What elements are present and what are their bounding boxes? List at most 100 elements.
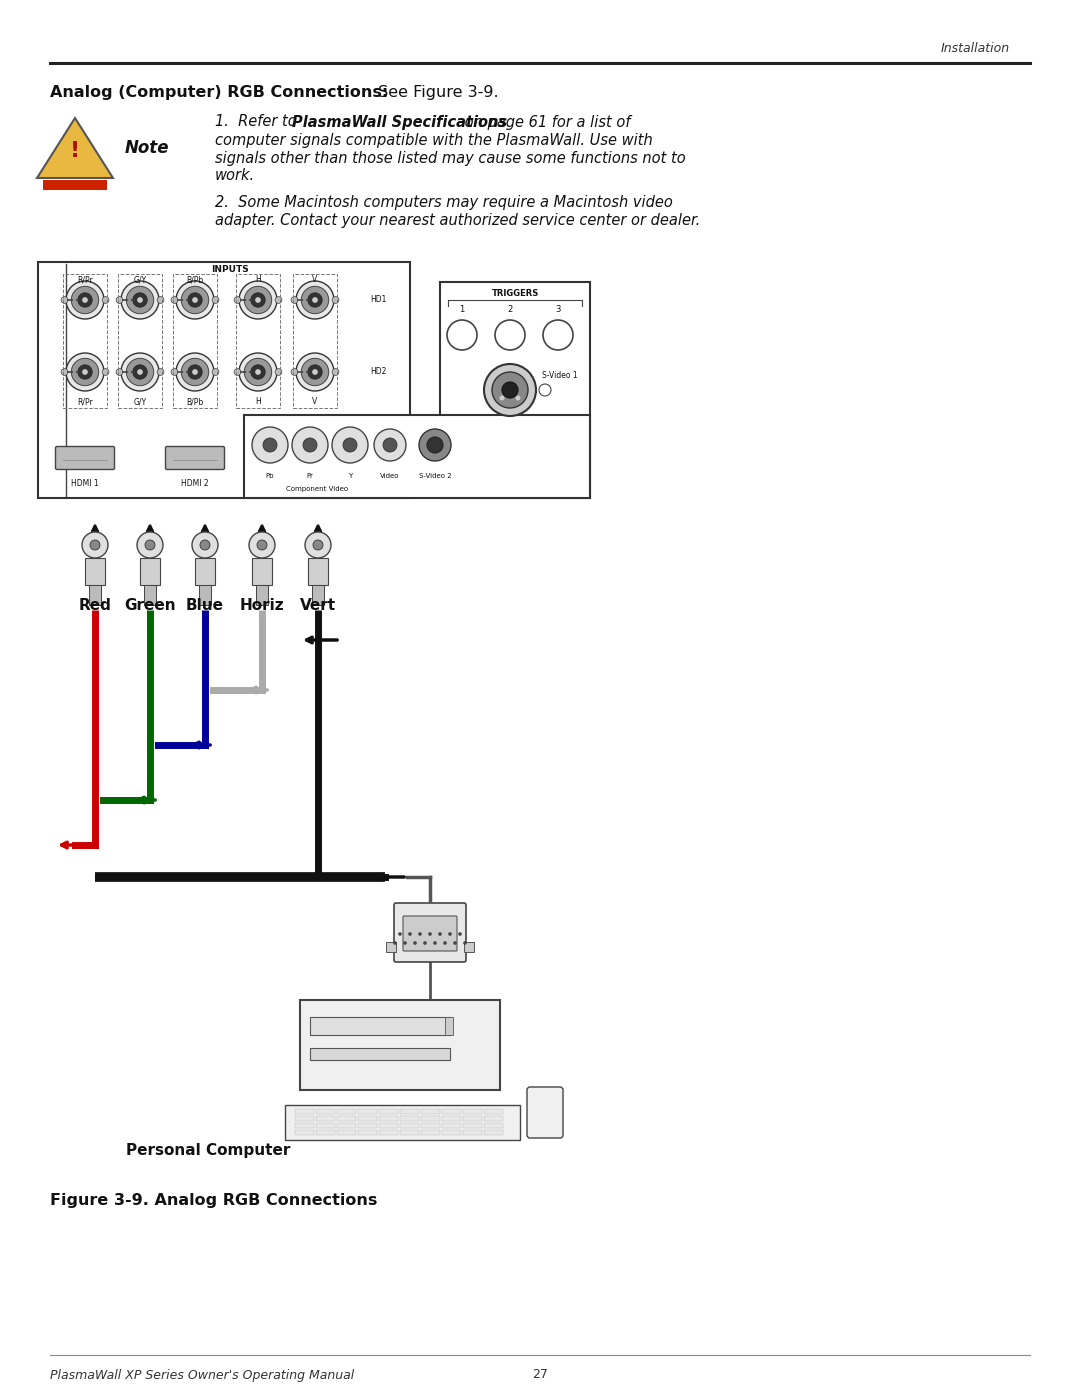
Bar	[337, 1123, 356, 1127]
Bar	[463, 1116, 482, 1120]
Circle shape	[181, 358, 208, 386]
Circle shape	[116, 369, 123, 376]
Text: PlasmaWall Specifications: PlasmaWall Specifications	[292, 115, 508, 130]
Bar	[421, 1109, 440, 1113]
Bar	[442, 1130, 461, 1134]
Circle shape	[448, 932, 451, 936]
Circle shape	[176, 281, 214, 319]
Circle shape	[383, 439, 397, 453]
Circle shape	[133, 293, 147, 307]
Bar	[400, 1123, 419, 1127]
Circle shape	[313, 541, 323, 550]
Circle shape	[116, 296, 123, 303]
Bar	[484, 1130, 503, 1134]
Bar	[440, 282, 590, 497]
Circle shape	[418, 932, 422, 936]
Bar	[421, 1123, 440, 1127]
Text: computer signals compatible with the PlasmaWall. Use with: computer signals compatible with the Pla…	[215, 133, 652, 148]
Bar	[295, 1109, 314, 1113]
Bar	[316, 1109, 335, 1113]
Circle shape	[133, 365, 147, 379]
Circle shape	[499, 395, 504, 401]
Circle shape	[244, 358, 272, 386]
Text: Pb: Pb	[266, 474, 274, 479]
Bar	[316, 1116, 335, 1120]
Circle shape	[308, 365, 322, 379]
Circle shape	[239, 281, 276, 319]
Bar	[379, 1109, 399, 1113]
Text: Vert: Vert	[300, 598, 336, 613]
Text: V: V	[312, 275, 318, 285]
Bar	[442, 1116, 461, 1120]
Circle shape	[275, 369, 282, 376]
Circle shape	[454, 942, 457, 944]
Bar	[244, 415, 590, 497]
Circle shape	[192, 532, 218, 557]
Circle shape	[443, 942, 447, 944]
Text: 1: 1	[459, 306, 464, 314]
Bar	[463, 1109, 482, 1113]
Circle shape	[275, 296, 282, 303]
Bar	[295, 1116, 314, 1120]
Text: S-Video 1: S-Video 1	[542, 370, 578, 380]
Circle shape	[249, 532, 275, 557]
Text: B/Pb: B/Pb	[187, 398, 204, 407]
Bar	[357, 1116, 377, 1120]
Circle shape	[181, 286, 208, 314]
Circle shape	[82, 532, 108, 557]
Bar	[295, 1130, 314, 1134]
Bar	[308, 557, 328, 585]
Circle shape	[333, 369, 339, 376]
Circle shape	[492, 372, 528, 408]
Text: H: H	[255, 275, 261, 285]
Text: G/Y: G/Y	[134, 398, 147, 407]
Circle shape	[296, 281, 334, 319]
Bar	[400, 1109, 419, 1113]
Circle shape	[126, 358, 153, 386]
Circle shape	[137, 298, 143, 303]
Circle shape	[251, 365, 266, 379]
Circle shape	[414, 942, 417, 944]
Bar	[357, 1123, 377, 1127]
Circle shape	[308, 293, 322, 307]
Text: 2.  Some Macintosh computers may require a Macintosh video: 2. Some Macintosh computers may require …	[215, 194, 673, 210]
Circle shape	[332, 427, 368, 462]
Circle shape	[121, 281, 159, 319]
Circle shape	[66, 353, 104, 391]
FancyBboxPatch shape	[527, 1087, 563, 1139]
Circle shape	[463, 942, 467, 944]
Circle shape	[78, 293, 92, 307]
Text: work.: work.	[215, 169, 255, 183]
Bar	[237, 274, 280, 408]
Text: Horiz: Horiz	[240, 598, 284, 613]
Circle shape	[188, 365, 202, 379]
Bar	[400, 1116, 419, 1120]
Circle shape	[62, 296, 68, 303]
Circle shape	[137, 532, 163, 557]
Circle shape	[374, 429, 406, 461]
Circle shape	[502, 381, 518, 398]
Text: H: H	[255, 398, 261, 407]
Circle shape	[292, 296, 298, 303]
Text: V: V	[312, 398, 318, 407]
Bar	[337, 1116, 356, 1120]
Text: 2: 2	[508, 306, 513, 314]
Text: HD2: HD2	[370, 367, 387, 377]
Circle shape	[515, 395, 521, 401]
Circle shape	[484, 365, 536, 416]
Circle shape	[82, 369, 87, 374]
Text: 1.  Refer to: 1. Refer to	[215, 115, 301, 130]
Circle shape	[292, 369, 298, 376]
Text: See Figure 3-9.: See Figure 3-9.	[373, 84, 499, 99]
Bar	[144, 585, 156, 605]
Circle shape	[458, 932, 462, 936]
Circle shape	[82, 298, 87, 303]
Bar	[199, 585, 211, 605]
Circle shape	[71, 286, 98, 314]
Bar	[400, 1130, 419, 1134]
Text: Personal Computer: Personal Computer	[125, 1143, 291, 1158]
Circle shape	[62, 369, 68, 376]
Bar	[295, 1123, 314, 1127]
Circle shape	[257, 541, 267, 550]
Bar	[463, 1130, 482, 1134]
